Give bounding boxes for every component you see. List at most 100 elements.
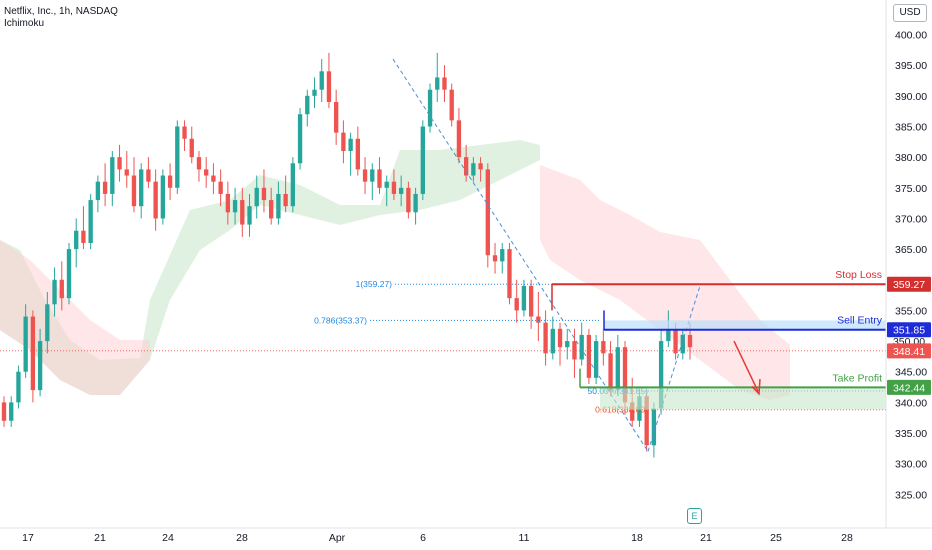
candle-body [384, 181, 389, 188]
stop-loss-price-tag-text: 359.27 [893, 279, 925, 291]
candle-body [593, 341, 599, 378]
candle-body [687, 334, 693, 348]
y-tick-label: 380.00 [895, 152, 927, 164]
y-tick-label: 335.00 [895, 428, 927, 440]
candle-body [572, 341, 577, 360]
x-tick-label: 24 [162, 532, 174, 544]
candle-body [485, 169, 490, 256]
candle-body [218, 181, 223, 194]
candle-body [442, 77, 447, 90]
stop-loss-label: Stop Loss [835, 269, 882, 281]
candle-body [601, 341, 606, 354]
candle-body [651, 408, 657, 446]
candle-body [500, 249, 505, 262]
candle-body [658, 341, 664, 409]
candle-body [666, 328, 671, 342]
candle-body [88, 200, 93, 243]
candle-body [420, 126, 425, 194]
candle-body [81, 230, 86, 243]
last-price-tag [887, 343, 931, 359]
candle-body [16, 371, 21, 403]
x-tick-label: 28 [841, 532, 853, 544]
x-tick-label: 6 [420, 532, 426, 544]
candle-body [124, 169, 129, 176]
fib-level-label: 0.786(353.37) [314, 315, 367, 325]
candle-body [427, 89, 433, 127]
candle-body [341, 132, 346, 152]
x-tick-label: 18 [631, 532, 643, 544]
candle-body [23, 316, 28, 372]
candle-body [254, 187, 259, 207]
candle-body [117, 157, 122, 170]
candle-body [290, 163, 296, 207]
take-profit-price-tag-text: 342.44 [893, 382, 925, 394]
candle-body [9, 402, 14, 421]
trend-line-up [647, 285, 701, 452]
candle-body [189, 138, 194, 158]
candle-body [435, 77, 440, 90]
y-tick-label: 385.00 [895, 121, 927, 133]
sell-entry-price-tag [887, 322, 931, 338]
y-tick-label: 330.00 [895, 459, 927, 471]
candle-body [247, 206, 252, 225]
candle-body [225, 193, 231, 213]
candle-body [463, 157, 469, 176]
candle-body [550, 328, 555, 354]
candle-body [312, 89, 317, 96]
ichimoku-cloud-bearish-left [0, 240, 150, 395]
indicator-label[interactable]: Ichimoku [4, 18, 45, 29]
candle-body [334, 101, 339, 133]
candle-body [456, 120, 462, 158]
x-tick-label: Apr [329, 532, 346, 544]
candle-body [391, 181, 397, 194]
candle-body [492, 255, 498, 262]
sell-entry-zone [604, 320, 886, 330]
candle-body [579, 334, 584, 360]
take-profit-label: Take Profit [832, 372, 882, 384]
y-tick-label: 325.00 [895, 489, 927, 501]
candle-body [608, 353, 613, 391]
candle-body [204, 169, 209, 176]
candle-body [95, 181, 101, 201]
candle-body [406, 187, 411, 213]
candle-body [622, 347, 628, 403]
y-tick-label: 400.00 [895, 30, 927, 42]
fib-level-label: 1(359.27) [356, 279, 393, 289]
y-tick-label: 375.00 [895, 183, 927, 195]
y-tick-label: 340.00 [895, 397, 927, 409]
y-tick-label: 365.00 [895, 244, 927, 256]
candle-body [630, 402, 635, 421]
candle-body [59, 279, 64, 299]
candle-body [52, 279, 57, 305]
y-tick-label: 390.00 [895, 91, 927, 103]
candle-body [348, 138, 353, 152]
x-tick-label: 17 [22, 532, 34, 544]
candle-body [326, 71, 332, 102]
sell-entry-price-tag-text: 351.85 [893, 325, 925, 337]
candle-body [74, 230, 79, 250]
candle-body [211, 175, 216, 182]
candle-body [153, 181, 158, 219]
sell-entry-label: Sell Entry [837, 315, 883, 327]
candle-body [355, 138, 360, 170]
y-tick-label: 395.00 [895, 60, 927, 72]
candle-body [240, 200, 245, 225]
projection-arrow-head [751, 379, 761, 396]
take-profit-price-tag [887, 379, 931, 395]
projection-arrow [733, 340, 759, 392]
earnings-badge[interactable]: E [687, 508, 702, 524]
candle-body [276, 193, 281, 219]
candle-body [507, 249, 512, 299]
y-tick-label: 370.00 [895, 213, 927, 225]
candle-body [167, 175, 173, 188]
candle-body [319, 71, 324, 90]
candle-body [37, 341, 43, 391]
candle-body [196, 157, 202, 170]
candle-body [370, 169, 375, 182]
currency-selector[interactable]: USD [893, 4, 927, 22]
x-tick-label: 21 [94, 532, 106, 544]
candle-body [565, 341, 570, 348]
last-price-tag-text: 348.41 [893, 346, 925, 358]
